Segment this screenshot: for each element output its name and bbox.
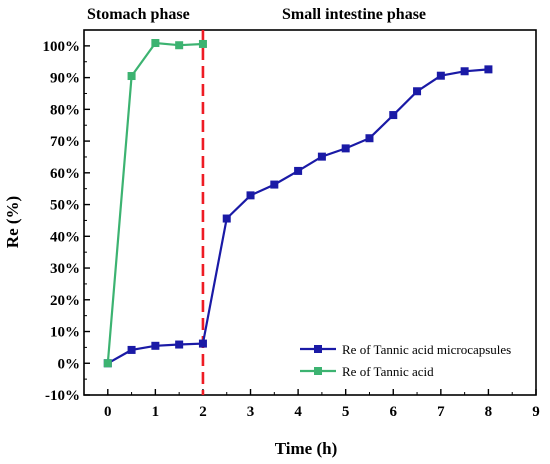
data-point (198, 39, 207, 48)
legend-label: Re of Tannic acid (342, 364, 434, 379)
legend: Re of Tannic acid microcapsules Re of Tan… (300, 342, 511, 379)
y-axis-title: Re (%) (3, 196, 22, 248)
x-tick-label: 4 (294, 404, 302, 420)
legend-marker (314, 345, 322, 353)
legend-label: Re of Tannic acid microcapsules (342, 342, 511, 357)
y-tick-label: 0% (58, 356, 81, 372)
x-tick-label: 1 (152, 404, 160, 420)
x-tick-label: 2 (199, 404, 207, 420)
x-tick-label: 7 (437, 404, 445, 420)
data-point (389, 111, 398, 120)
y-tick-label: 70% (50, 134, 80, 150)
y-tick-label: 90% (50, 71, 80, 87)
y-tick-label: 40% (50, 229, 80, 245)
data-point (246, 191, 255, 200)
data-point (270, 180, 279, 189)
x-tick-label: 5 (342, 404, 350, 420)
data-point (151, 341, 160, 350)
x-axis-title: Time (h) (275, 439, 338, 458)
series-line (106, 41, 203, 364)
data-point (341, 144, 350, 153)
data-point (222, 214, 231, 223)
y-tick-label: 60% (50, 166, 80, 182)
x-tick-label: 3 (247, 404, 255, 420)
x-tick-label: 0 (104, 404, 112, 420)
series-layer (103, 39, 493, 368)
data-point (413, 87, 422, 96)
stomach-phase-label: Stomach phase (87, 6, 190, 23)
y-tick-label: 10% (50, 325, 80, 341)
small-intestine-phase-label: Small intestine phase (282, 6, 426, 23)
x-tick-label: 8 (485, 404, 493, 420)
y-tick-label: 80% (50, 102, 80, 118)
series-2 (103, 39, 207, 368)
data-point (127, 345, 136, 354)
legend-item: Re of Tannic acid microcapsules (300, 342, 511, 357)
data-point (127, 72, 136, 81)
data-point (365, 134, 374, 143)
data-point (175, 41, 184, 50)
data-point (294, 166, 303, 175)
series-1 (103, 65, 493, 368)
phase-labels: Stomach phase Small intestine phase (87, 6, 426, 23)
x-axis-ticks: 0 1 2 3 4 5 6 7 8 9 (104, 389, 540, 420)
y-tick-label: 50% (50, 198, 80, 214)
data-point (175, 340, 184, 349)
plot-border (83, 29, 537, 396)
data-point (436, 71, 445, 80)
legend-item: Re of Tannic acid (300, 364, 434, 379)
y-tick-label: -10% (45, 388, 80, 404)
y-axis-ticks: -10% 0% 10% 20% 30% 40% 50% 60% 70% 80% 90% 100% (43, 39, 90, 404)
data-point (460, 67, 469, 76)
data-point (103, 359, 112, 368)
legend-marker (314, 367, 322, 375)
series-line (107, 68, 489, 365)
y-tick-label: 20% (50, 293, 80, 309)
data-point (484, 65, 493, 74)
plot-frame (83, 29, 537, 396)
x-tick-label: 9 (532, 404, 540, 420)
data-point (317, 152, 326, 161)
x-tick-label: 6 (390, 404, 398, 420)
data-point (198, 339, 207, 348)
y-tick-label: 100% (43, 39, 81, 55)
y-tick-label: 30% (50, 261, 80, 277)
data-point (151, 39, 160, 48)
